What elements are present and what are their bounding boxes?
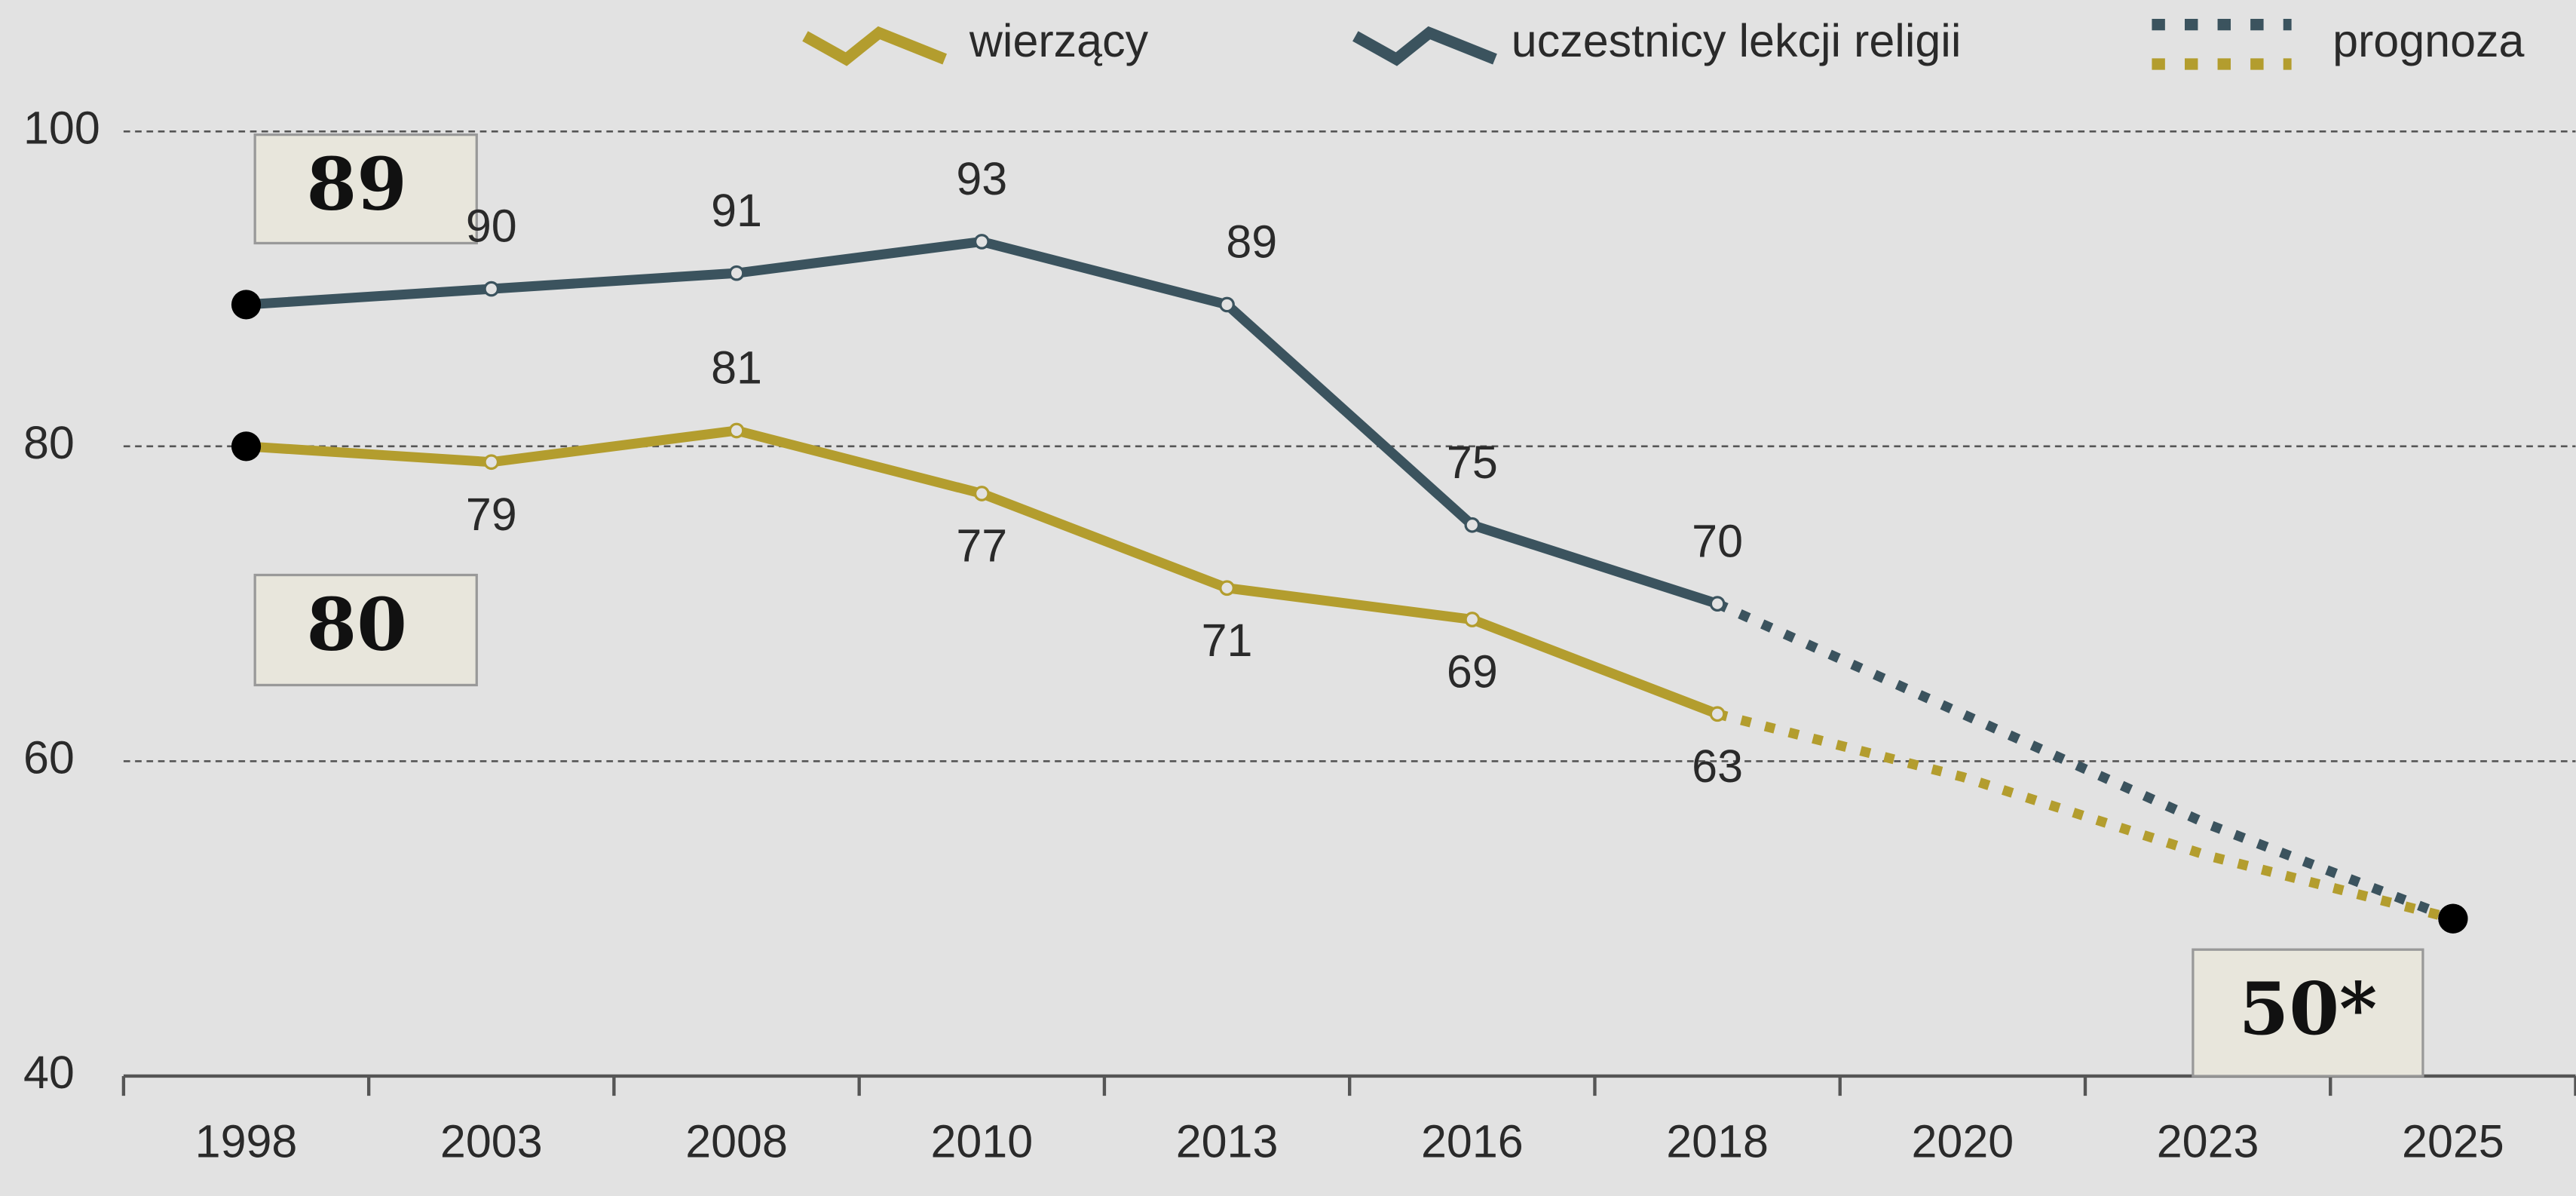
point-dot <box>231 431 262 462</box>
y-tick-label: 100 <box>23 102 100 153</box>
annotation: 50* <box>2239 966 2378 1051</box>
data-label: 63 <box>1692 741 1743 792</box>
data-label: 79 <box>466 489 517 540</box>
point-marker <box>728 422 745 439</box>
data-label: 75 <box>1447 437 1498 488</box>
forecast-line <box>1716 709 2455 924</box>
data-label: 81 <box>711 342 762 394</box>
legend-label: wierzący <box>969 15 1149 66</box>
x-tick-label: 2023 <box>2157 1116 2259 1167</box>
x-tick-label: 2020 <box>1911 1116 2014 1167</box>
label-box <box>253 573 478 687</box>
point-marker <box>1709 596 1726 612</box>
label-box <box>253 133 478 245</box>
point-marker <box>973 234 990 250</box>
data-label: 91 <box>711 185 762 236</box>
point-marker <box>1464 612 1481 627</box>
legend-label: uczestnicy lekcji religii <box>1512 15 1962 66</box>
x-tick-label: 2008 <box>685 1116 788 1167</box>
point-marker <box>483 281 500 297</box>
point-marker <box>1464 517 1481 533</box>
x-tick-label: 2025 <box>2402 1116 2504 1167</box>
data-label: 69 <box>1447 646 1498 698</box>
point-marker <box>1219 580 1235 596</box>
point-marker <box>483 454 500 471</box>
data-label: 71 <box>1202 615 1253 666</box>
y-tick-label: 60 <box>23 732 75 784</box>
x-tick-label: 2013 <box>1176 1116 1279 1167</box>
label-box <box>2192 948 2424 1078</box>
data-label: 77 <box>956 520 1007 572</box>
legend-swatch <box>802 26 948 66</box>
point-marker <box>1219 296 1235 313</box>
data-label: 80 <box>307 581 407 667</box>
data-label: 90 <box>466 201 517 252</box>
point-marker <box>728 265 745 281</box>
x-tick-label: 2010 <box>930 1116 1033 1167</box>
point-marker <box>1709 706 1726 722</box>
data-label: 93 <box>956 153 1007 204</box>
x-tick-label: 2018 <box>1666 1116 1769 1167</box>
x-tick-label: 2003 <box>440 1116 543 1167</box>
x-tick-label: 2016 <box>1421 1116 1524 1167</box>
x-tick-label: 1998 <box>195 1116 298 1167</box>
point-marker <box>973 486 990 501</box>
forecast-line <box>1715 599 2455 924</box>
y-tick-label: 80 <box>23 417 75 468</box>
data-label: 70 <box>1692 515 1743 566</box>
point-dot <box>2438 903 2468 934</box>
data-label: 89 <box>307 142 407 227</box>
y-tick-label: 40 <box>23 1047 75 1098</box>
point-dot <box>231 290 262 320</box>
legend-swatch <box>1352 26 1497 66</box>
legend-label: prognoza <box>2332 15 2524 66</box>
data-label: 89 <box>1226 216 1277 268</box>
